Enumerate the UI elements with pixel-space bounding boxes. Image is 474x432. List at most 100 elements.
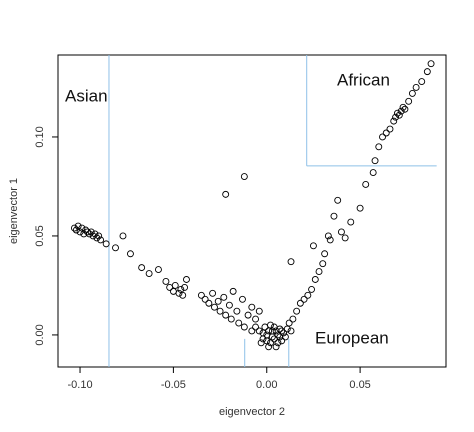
point — [392, 113, 400, 121]
point — [240, 173, 248, 181]
point — [265, 327, 273, 335]
point — [386, 125, 394, 133]
point — [270, 323, 278, 331]
point — [412, 84, 420, 91]
point — [252, 315, 259, 323]
point — [126, 250, 134, 258]
point — [341, 234, 349, 242]
point — [78, 224, 86, 232]
point — [175, 289, 183, 297]
x-axis-label: eigenvector 2 — [219, 406, 285, 418]
y-tick-label: 0.00 — [34, 324, 46, 345]
point — [183, 276, 190, 283]
point — [319, 260, 327, 268]
plot-frame — [57, 54, 447, 368]
point — [267, 339, 274, 347]
point — [181, 283, 189, 291]
annotation: Asian — [65, 86, 108, 105]
point — [239, 295, 246, 303]
point — [244, 311, 252, 319]
point — [375, 143, 383, 151]
point — [261, 323, 269, 331]
point — [274, 339, 282, 347]
point — [229, 287, 237, 295]
point — [248, 327, 256, 335]
y-tick-label: 0.05 — [34, 225, 46, 246]
point — [304, 291, 312, 299]
point — [418, 78, 426, 85]
point — [268, 333, 276, 341]
point — [397, 107, 405, 115]
point — [169, 287, 177, 295]
point — [326, 236, 334, 244]
point — [222, 190, 230, 198]
point — [287, 327, 295, 335]
point — [337, 228, 345, 236]
point — [300, 295, 308, 303]
point — [285, 319, 293, 327]
point — [201, 295, 209, 303]
point — [87, 228, 95, 236]
point — [235, 319, 243, 327]
point — [309, 242, 317, 250]
point — [379, 133, 386, 141]
point — [293, 307, 301, 315]
point — [423, 68, 431, 76]
point — [263, 337, 271, 345]
point — [255, 307, 263, 315]
point — [211, 303, 218, 311]
point — [155, 266, 162, 274]
point — [93, 234, 101, 242]
point — [171, 281, 179, 289]
point — [330, 212, 338, 220]
point — [214, 297, 222, 305]
point — [296, 299, 304, 307]
point — [405, 97, 413, 105]
point — [97, 236, 105, 244]
point — [324, 232, 332, 240]
x-tick-label: -0.10 — [67, 379, 92, 391]
point — [276, 333, 284, 341]
point — [278, 337, 286, 345]
point — [408, 89, 416, 97]
annotation: European — [315, 328, 389, 347]
point — [362, 181, 370, 188]
point — [252, 323, 259, 331]
point — [240, 323, 248, 331]
point — [179, 291, 187, 299]
y-tick-label: 0.10 — [34, 126, 46, 147]
point — [209, 289, 217, 297]
point — [347, 218, 355, 226]
y-axis-label: eigenvector 1 — [8, 178, 20, 244]
point — [91, 230, 99, 238]
point — [315, 268, 323, 276]
point — [102, 240, 110, 248]
x-tick-label: 0.00 — [256, 379, 277, 391]
point — [401, 105, 409, 113]
point — [119, 232, 127, 240]
point — [267, 321, 274, 329]
point — [399, 103, 407, 111]
point — [225, 301, 233, 309]
point — [222, 311, 230, 319]
point — [138, 264, 146, 272]
point — [197, 291, 205, 299]
point — [112, 244, 119, 252]
x-tick-label: 0.05 — [349, 379, 370, 391]
point — [369, 169, 377, 177]
point — [308, 285, 316, 293]
point — [74, 222, 82, 230]
annotation: African — [337, 70, 390, 89]
point — [394, 109, 401, 117]
point — [334, 196, 342, 204]
point — [220, 293, 228, 301]
point — [321, 250, 329, 258]
point — [311, 276, 319, 283]
point — [227, 315, 235, 323]
point — [255, 327, 263, 335]
point — [265, 343, 273, 351]
point — [233, 307, 241, 315]
point — [216, 307, 224, 315]
point — [287, 258, 295, 266]
